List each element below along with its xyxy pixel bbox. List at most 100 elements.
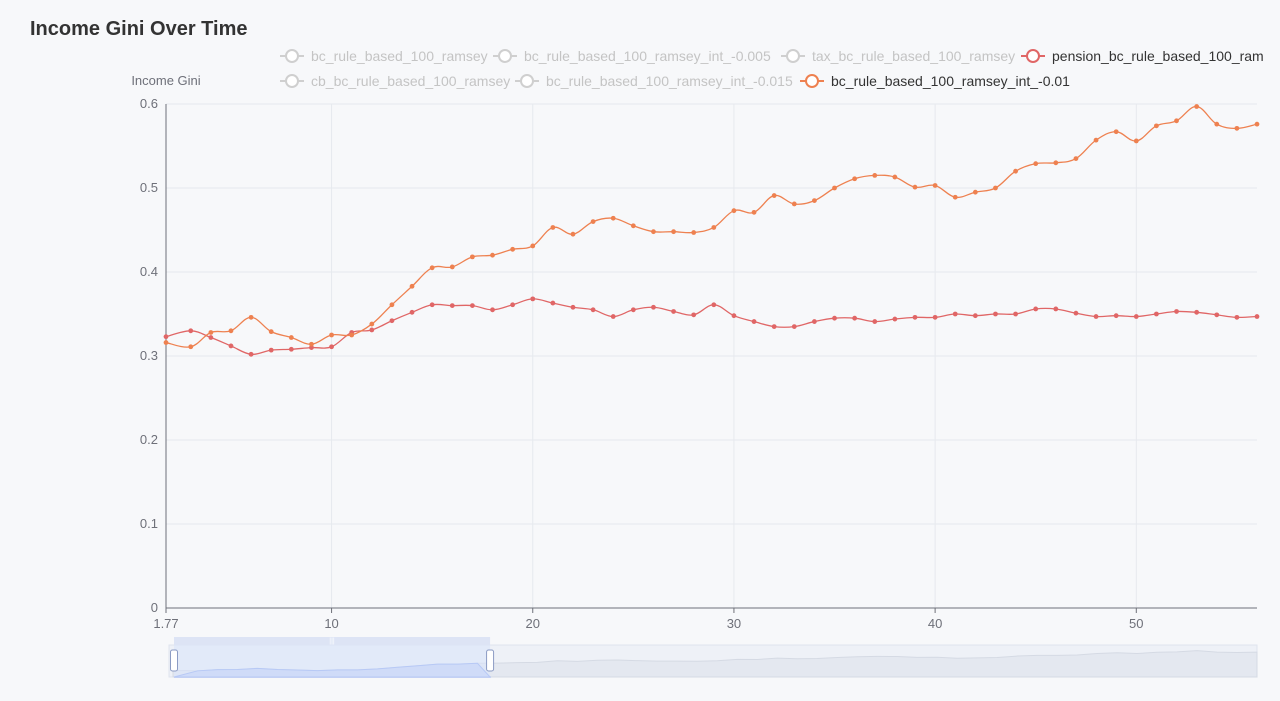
data-zoom-end-handle[interactable] bbox=[486, 649, 495, 672]
data-point[interactable] bbox=[268, 347, 274, 353]
data-point[interactable] bbox=[1073, 156, 1079, 162]
data-point[interactable] bbox=[369, 321, 375, 327]
data-point[interactable] bbox=[1053, 306, 1059, 312]
data-point[interactable] bbox=[288, 346, 294, 352]
data-point[interactable] bbox=[832, 185, 837, 191]
data-point[interactable] bbox=[1133, 314, 1139, 319]
data-point[interactable] bbox=[932, 183, 938, 188]
data-point[interactable] bbox=[610, 215, 616, 221]
data-point[interactable] bbox=[590, 219, 596, 225]
data-point[interactable] bbox=[228, 343, 234, 349]
data-point[interactable] bbox=[812, 319, 817, 324]
data-zoom-start-handle[interactable] bbox=[170, 649, 178, 672]
data-point[interactable] bbox=[671, 309, 676, 314]
data-point[interactable] bbox=[490, 252, 495, 258]
data-point[interactable] bbox=[530, 243, 536, 249]
data-point[interactable] bbox=[208, 330, 214, 335]
data-point[interactable] bbox=[952, 194, 958, 200]
data-point[interactable] bbox=[490, 307, 495, 313]
data-point[interactable] bbox=[1013, 168, 1018, 174]
data-point[interactable] bbox=[711, 225, 717, 230]
data-point[interactable] bbox=[932, 314, 938, 320]
data-point[interactable] bbox=[711, 302, 717, 308]
data-point[interactable] bbox=[570, 304, 576, 310]
data-point[interactable] bbox=[892, 174, 898, 180]
data-point[interactable] bbox=[1254, 121, 1260, 127]
data-zoom-slider[interactable]: ||| bbox=[168, 637, 1258, 678]
data-point[interactable] bbox=[993, 185, 998, 191]
data-point[interactable] bbox=[1093, 314, 1099, 319]
data-point[interactable] bbox=[1214, 312, 1220, 318]
data-point[interactable] bbox=[731, 313, 737, 319]
data-point[interactable] bbox=[731, 208, 737, 214]
data-point[interactable] bbox=[1174, 309, 1179, 314]
legend-item[interactable]: bc_rule_based_100_ramsey_int_-0.005 bbox=[493, 48, 771, 64]
data-point[interactable] bbox=[469, 303, 475, 308]
data-point[interactable] bbox=[972, 189, 978, 195]
data-point[interactable] bbox=[208, 335, 214, 340]
data-point[interactable] bbox=[329, 332, 334, 338]
data-point[interactable] bbox=[1154, 123, 1159, 129]
data-point[interactable] bbox=[651, 304, 656, 310]
data-point[interactable] bbox=[751, 209, 757, 215]
data-point[interactable] bbox=[852, 176, 858, 182]
data-point[interactable] bbox=[771, 324, 777, 329]
data-point[interactable] bbox=[993, 311, 998, 317]
data-point[interactable] bbox=[691, 312, 697, 318]
data-point[interactable] bbox=[369, 327, 375, 333]
legend-item[interactable]: bc_rule_based_100_ramsey_int_-0.015 bbox=[515, 73, 793, 89]
data-point[interactable] bbox=[449, 303, 455, 308]
data-point[interactable] bbox=[309, 341, 314, 347]
data-point[interactable] bbox=[228, 328, 234, 334]
data-point[interactable] bbox=[268, 329, 274, 335]
data-point[interactable] bbox=[751, 319, 757, 324]
data-point[interactable] bbox=[1254, 314, 1260, 319]
data-point[interactable] bbox=[771, 193, 777, 198]
data-point[interactable] bbox=[1033, 306, 1039, 312]
legend-item[interactable]: cb_bc_rule_based_100_ramsey bbox=[280, 73, 510, 89]
data-point[interactable] bbox=[791, 201, 797, 207]
data-point[interactable] bbox=[872, 173, 878, 178]
data-zoom-move-bar[interactable] bbox=[174, 637, 491, 645]
data-point[interactable] bbox=[329, 344, 334, 350]
data-point[interactable] bbox=[892, 316, 898, 322]
data-point[interactable] bbox=[1033, 161, 1039, 167]
data-point[interactable] bbox=[952, 311, 958, 317]
data-point[interactable] bbox=[852, 315, 858, 321]
legend-item[interactable]: tax_bc_rule_based_100_ramsey bbox=[781, 48, 1015, 64]
data-point[interactable] bbox=[1053, 160, 1059, 166]
data-point[interactable] bbox=[691, 230, 697, 235]
data-point[interactable] bbox=[188, 344, 194, 350]
data-point[interactable] bbox=[570, 231, 576, 237]
data-point[interactable] bbox=[349, 332, 355, 338]
legend-item[interactable]: pension_bc_rule_based_100_ram bbox=[1021, 48, 1264, 64]
data-point[interactable] bbox=[590, 307, 596, 313]
data-point[interactable] bbox=[248, 314, 254, 320]
data-point[interactable] bbox=[1234, 314, 1240, 320]
data-point[interactable] bbox=[912, 314, 918, 320]
data-point[interactable] bbox=[389, 318, 395, 324]
data-point[interactable] bbox=[872, 319, 878, 324]
data-point[interactable] bbox=[248, 351, 254, 357]
data-point[interactable] bbox=[1174, 118, 1179, 124]
data-point[interactable] bbox=[832, 315, 837, 321]
data-point[interactable] bbox=[409, 283, 415, 289]
data-point[interactable] bbox=[288, 335, 294, 340]
data-point[interactable] bbox=[510, 302, 516, 308]
data-point[interactable] bbox=[389, 302, 395, 308]
legend-item[interactable]: bc_rule_based_100_ramsey bbox=[280, 48, 488, 64]
data-point[interactable] bbox=[1154, 311, 1159, 317]
data-point[interactable] bbox=[1133, 138, 1139, 144]
data-point[interactable] bbox=[1194, 309, 1200, 315]
data-point[interactable] bbox=[791, 324, 797, 329]
data-point[interactable] bbox=[972, 313, 978, 319]
data-point[interactable] bbox=[510, 246, 516, 252]
data-point[interactable] bbox=[651, 229, 656, 235]
data-point[interactable] bbox=[163, 334, 169, 340]
data-point[interactable] bbox=[429, 265, 435, 271]
data-point[interactable] bbox=[188, 328, 194, 334]
data-point[interactable] bbox=[1093, 137, 1099, 143]
data-point[interactable] bbox=[429, 302, 435, 308]
data-point[interactable] bbox=[1234, 125, 1240, 131]
legend-item[interactable]: bc_rule_based_100_ramsey_int_-0.01 bbox=[800, 73, 1070, 89]
